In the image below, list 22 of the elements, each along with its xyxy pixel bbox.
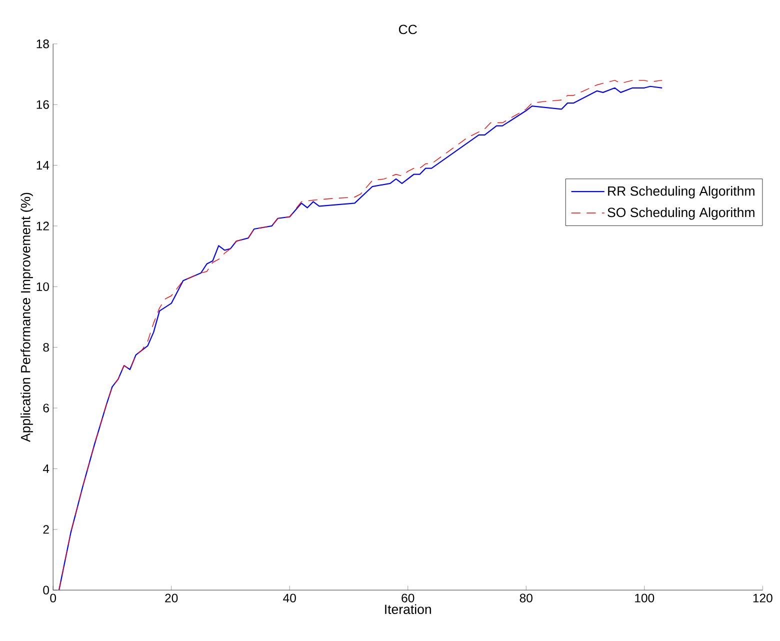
- x-axis-title: Iteration: [385, 604, 431, 614]
- x-tick-label: 0: [50, 594, 56, 602]
- y-tick-label: 12: [36, 222, 49, 230]
- x-tick-label: 40: [283, 594, 296, 602]
- chart-title: CC: [398, 24, 417, 34]
- y-tick-label: 14: [36, 161, 50, 170]
- x-tick-label: 100: [635, 594, 654, 602]
- x-tick-label: 120: [753, 594, 772, 602]
- y-tick-label: 18: [36, 39, 49, 48]
- y-tick-label: 8: [43, 342, 49, 352]
- y-tick-label: 6: [43, 404, 49, 412]
- y-tick-label: 0: [43, 586, 50, 594]
- y-tick-label: 16: [36, 100, 49, 109]
- x-tick-label: 60: [402, 594, 414, 602]
- x-tick-label: 20: [165, 594, 178, 602]
- legend-label: SO Scheduling Algorithm: [608, 207, 754, 220]
- x-tick-label: 80: [520, 594, 532, 602]
- y-axis-title: Application Performance Improvement (%): [20, 192, 33, 442]
- y-tick-label: 2: [43, 525, 49, 534]
- y-tick-label: 10: [36, 282, 50, 291]
- legend-label: RR Scheduling Algorithm: [608, 186, 754, 198]
- y-tick-label: 4: [42, 464, 50, 473]
